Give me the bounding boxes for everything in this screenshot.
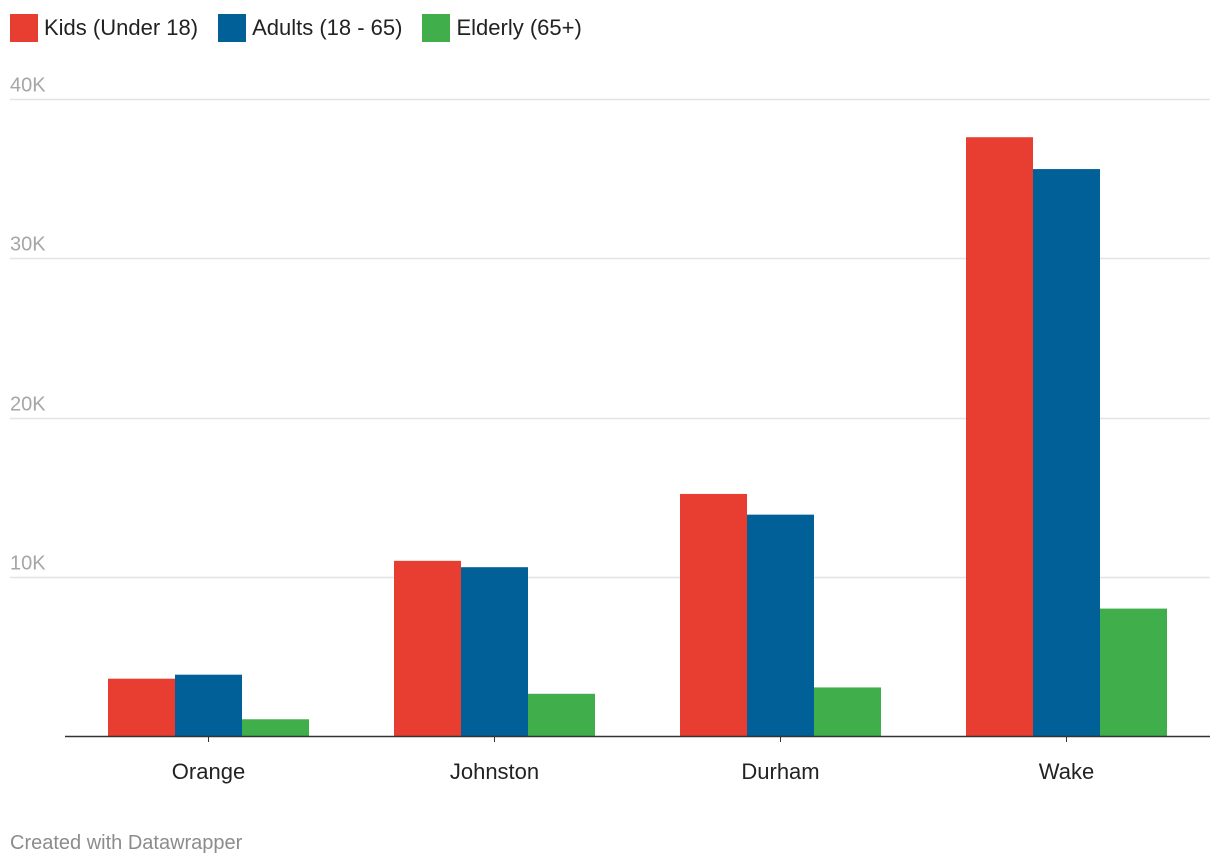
bar-orange-elderly xyxy=(242,719,309,736)
y-tick-label-30k: 30K xyxy=(10,234,46,256)
datawrapper-credit: Created with Datawrapper xyxy=(10,832,243,854)
y-tick-label-10k: 10K xyxy=(10,553,46,575)
legend-label-kids: Kids (Under 18) xyxy=(44,15,199,40)
legend-item-kids: Kids (Under 18) xyxy=(10,14,198,42)
bar-wake-kids xyxy=(966,137,1033,737)
x-tick-label-johnston: Johnston xyxy=(450,759,539,784)
legend-label-elderly: Elderly (65+) xyxy=(456,15,582,40)
bar-durham-kids xyxy=(680,493,747,736)
legend-item-adults: Adults (18 - 65) xyxy=(218,14,402,42)
legend-label-adults: Adults (18 - 65) xyxy=(252,15,403,40)
x-tick-label-wake: Wake xyxy=(1039,759,1094,784)
legend-item-elderly: Elderly (65+) xyxy=(422,14,582,42)
bar-durham-elderly xyxy=(814,687,881,736)
bar-johnston-elderly xyxy=(528,693,595,736)
legend-swatch-elderly xyxy=(422,14,451,42)
bar-wake-elderly xyxy=(1100,608,1167,736)
bar-johnston-kids xyxy=(394,560,461,736)
y-tick-label-40k: 40K xyxy=(10,75,46,97)
x-tick-label-orange: Orange xyxy=(172,759,245,784)
x-tick-label-durham: Durham xyxy=(741,759,819,784)
legend-swatch-adults xyxy=(218,14,247,42)
y-tick-label-20k: 20K xyxy=(10,394,46,416)
legend-swatch-kids xyxy=(10,14,38,42)
bar-orange-kids xyxy=(108,678,175,736)
chart-legend: Kids (Under 18) Adults (18 - 65) Elderly… xyxy=(10,12,602,44)
bar-durham-adults xyxy=(747,514,814,736)
bar-orange-adults xyxy=(175,674,242,736)
bar-wake-adults xyxy=(1033,169,1100,736)
bar-johnston-adults xyxy=(461,567,528,736)
